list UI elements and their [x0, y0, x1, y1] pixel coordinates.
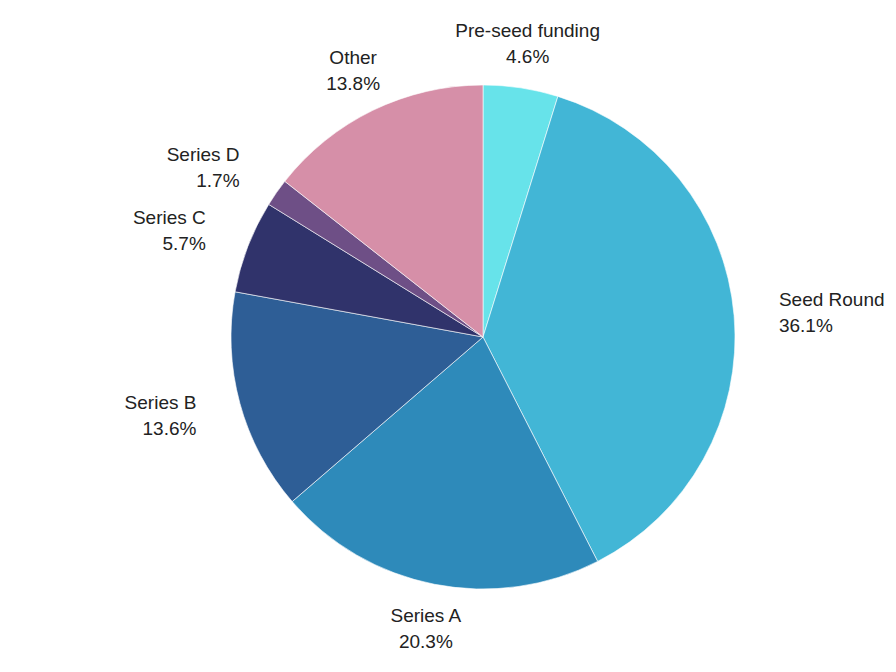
slice-label: Pre-seed funding — [455, 20, 600, 41]
slice-label: Series B — [125, 392, 197, 413]
slice-label: Series A — [391, 605, 462, 626]
data-label: 5.7% — [162, 233, 205, 254]
slice-label: Seed Round — [779, 289, 885, 310]
chart: Pre-seed funding 4.6% Seed Round 36.1% Serie… — [0, 0, 896, 672]
data-label: 4.6% — [506, 46, 549, 67]
slice-label: Series C — [133, 207, 206, 228]
data-label: 36.1% — [779, 315, 833, 336]
data-label: 13.8% — [326, 73, 380, 94]
slice-label: Series D — [167, 144, 240, 165]
pie-slice — [285, 85, 483, 337]
slice-label: Other — [329, 47, 377, 68]
slices — [231, 85, 735, 589]
data-label: 20.3% — [399, 631, 453, 652]
data-label: 1.7% — [196, 170, 239, 191]
data-label: 13.6% — [143, 418, 197, 439]
labels: Pre-seed funding 4.6% Seed Round 36.1% Serie… — [125, 20, 885, 652]
